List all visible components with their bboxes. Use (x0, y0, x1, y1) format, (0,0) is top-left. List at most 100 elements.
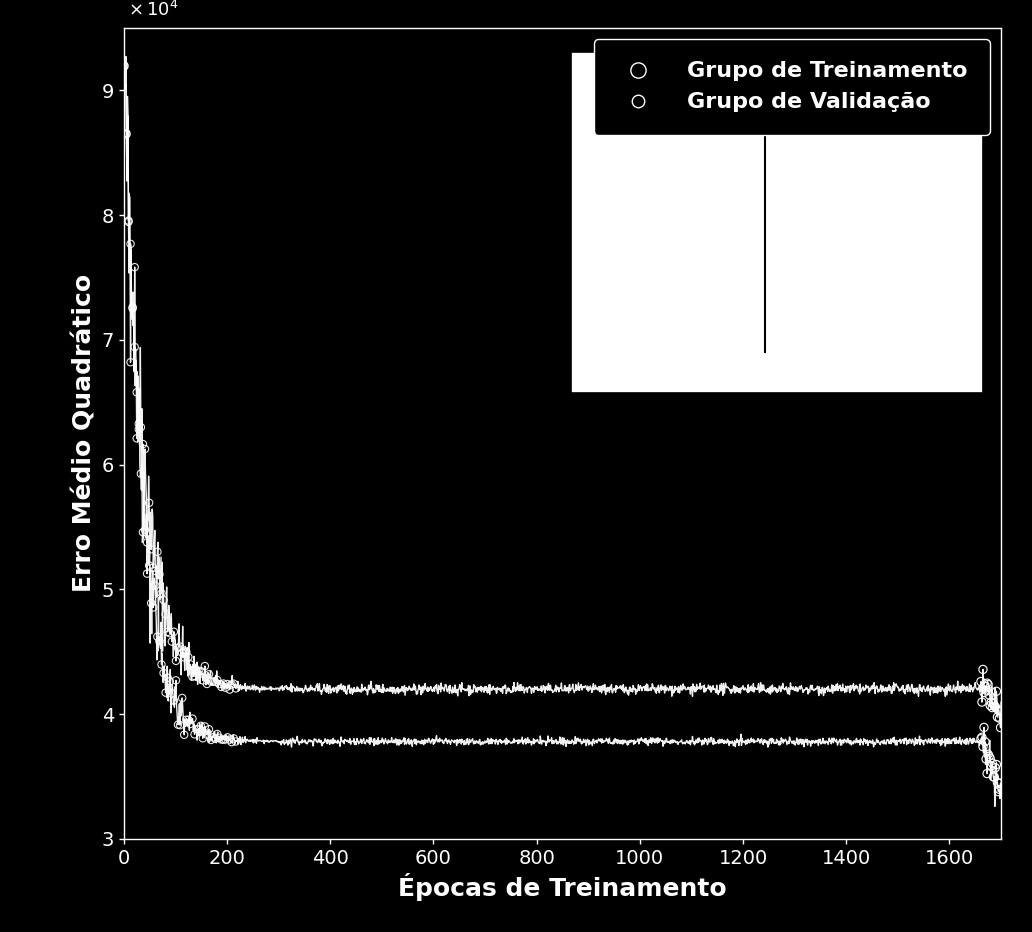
Point (227, 734, 244, 749)
Point (186, 668, 202, 683)
Point (171, 718, 188, 733)
Point (132, 419, 149, 434)
Point (988, 684, 1004, 699)
Point (159, 624, 175, 639)
Point (979, 677, 996, 692)
Point (175, 727, 192, 742)
Point (978, 676, 995, 691)
Point (227, 681, 244, 696)
Point (169, 718, 186, 733)
X-axis label: Épocas de Treinamento: Épocas de Treinamento (398, 873, 727, 901)
Point (972, 674, 989, 689)
Point (215, 676, 231, 691)
Point (198, 677, 215, 692)
Point (142, 541, 159, 556)
Point (120, 213, 136, 228)
Point (989, 709, 1005, 724)
Point (190, 664, 206, 678)
Point (990, 703, 1006, 718)
Point (165, 624, 182, 639)
Point (986, 770, 1002, 785)
Text: $\times\,10^4$: $\times\,10^4$ (128, 0, 179, 20)
Point (171, 639, 188, 654)
Point (208, 673, 225, 688)
Point (972, 732, 989, 747)
Point (215, 733, 231, 747)
Point (208, 727, 225, 742)
Point (975, 685, 992, 700)
Point (219, 677, 235, 692)
Point (167, 673, 184, 688)
Point (175, 650, 192, 665)
Point (992, 775, 1008, 790)
Point (188, 663, 204, 678)
Point (200, 666, 217, 681)
Point (130, 422, 147, 437)
Point (190, 721, 206, 736)
Point (221, 733, 237, 747)
Point (204, 674, 221, 689)
Point (985, 769, 1001, 784)
Point (204, 730, 221, 745)
Point (130, 417, 147, 432)
Point (178, 712, 194, 727)
Point (132, 466, 149, 481)
Point (192, 664, 208, 678)
Point (169, 640, 186, 655)
Point (192, 719, 208, 733)
Point (225, 731, 241, 746)
Point (225, 677, 241, 692)
Point (198, 727, 215, 742)
Point (128, 431, 144, 445)
Point (184, 711, 200, 726)
Point (211, 677, 227, 692)
Point (155, 665, 171, 680)
Point (126, 339, 142, 354)
Point (223, 677, 239, 692)
Point (975, 720, 992, 734)
Point (159, 670, 175, 685)
Point (194, 731, 211, 746)
Point (140, 558, 157, 573)
Point (206, 732, 223, 747)
Point (213, 732, 229, 747)
Point (977, 751, 994, 766)
Point (116, 59, 132, 74)
Point (147, 564, 163, 579)
Point (149, 544, 165, 559)
Point (973, 694, 990, 709)
Point (124, 301, 140, 316)
Point (989, 775, 1005, 790)
Point (196, 659, 213, 674)
Point (144, 560, 161, 575)
Point (213, 679, 229, 694)
Point (987, 699, 1003, 714)
Point (134, 525, 151, 540)
Point (116, 58, 132, 73)
Point (136, 442, 153, 457)
Point (134, 436, 151, 451)
Point (982, 759, 999, 774)
Point (974, 662, 991, 677)
Point (980, 748, 997, 763)
Point (182, 717, 198, 732)
Point (151, 567, 167, 582)
Point (990, 784, 1006, 799)
Point (151, 634, 167, 649)
Point (138, 566, 155, 581)
Point (147, 578, 163, 593)
Point (122, 237, 138, 252)
Point (186, 727, 202, 742)
Point (136, 523, 153, 538)
Point (987, 761, 1003, 775)
Point (219, 730, 235, 745)
Point (976, 734, 993, 749)
Point (217, 680, 233, 695)
Legend: Grupo de Treinamento, Grupo de Validação: Grupo de Treinamento, Grupo de Validação (593, 39, 990, 134)
Point (157, 685, 173, 700)
Point (223, 734, 239, 749)
Point (196, 719, 213, 733)
Point (206, 675, 223, 690)
Point (118, 126, 134, 141)
Point (122, 355, 138, 370)
